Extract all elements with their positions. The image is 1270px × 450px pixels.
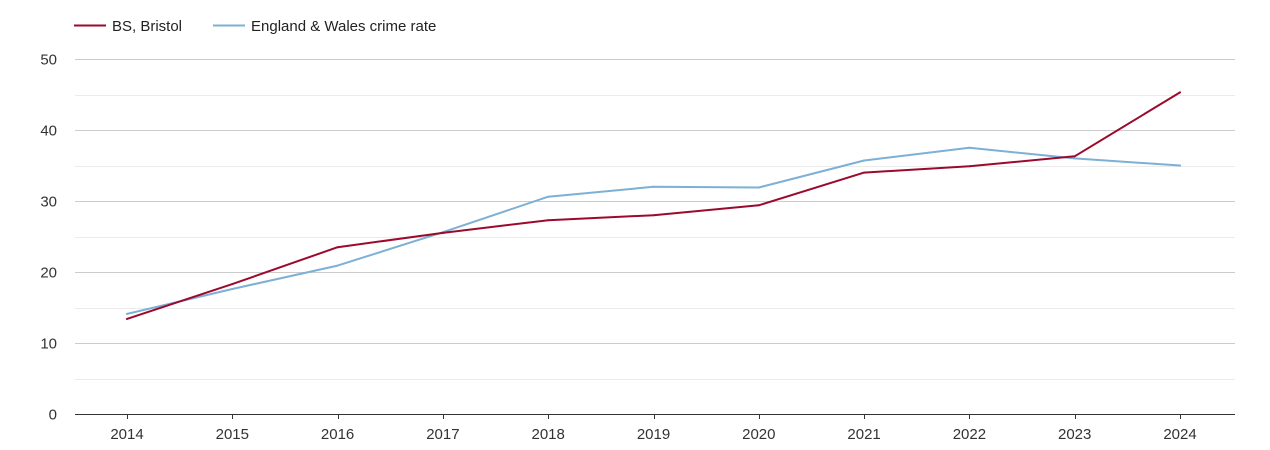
data-point[interactable] bbox=[652, 185, 655, 188]
grid bbox=[75, 59, 1235, 380]
data-point[interactable] bbox=[231, 288, 234, 290]
series-bristol bbox=[126, 91, 1181, 320]
data-point[interactable] bbox=[441, 231, 444, 234]
legend: BS, Bristol England & Wales crime rate bbox=[74, 18, 436, 35]
x-tick-label: 2020 bbox=[742, 426, 775, 443]
y-tick-label: 10 bbox=[40, 336, 57, 353]
legend-label-england-wales: England & Wales crime rate bbox=[251, 18, 436, 35]
data-point[interactable] bbox=[336, 264, 339, 267]
y-tick-label: 20 bbox=[40, 265, 57, 282]
x-tick-label: 2023 bbox=[1058, 426, 1091, 443]
data-point[interactable] bbox=[863, 159, 866, 162]
y-tick-label: 30 bbox=[40, 194, 57, 211]
legend-item-bristol[interactable]: BS, Bristol bbox=[74, 18, 182, 35]
series-england-wales bbox=[126, 146, 1181, 315]
data-point[interactable] bbox=[126, 312, 128, 315]
data-point[interactable] bbox=[336, 246, 339, 249]
data-point[interactable] bbox=[1073, 155, 1076, 158]
x-tick-label: 2018 bbox=[532, 426, 565, 443]
series-line bbox=[126, 91, 1181, 320]
data-point[interactable] bbox=[547, 219, 550, 222]
x-axis: 2014 2015 2016 2017 2018 2019 2020 2021 2022 2023… bbox=[75, 414, 1235, 443]
data-point[interactable] bbox=[968, 165, 971, 168]
x-tick-label: 2024 bbox=[1163, 426, 1196, 443]
y-axis: 0 10 20 30 40 50 bbox=[40, 52, 57, 424]
legend-item-england-wales[interactable]: England & Wales crime rate bbox=[213, 18, 436, 35]
y-tick-label: 0 bbox=[49, 407, 57, 424]
x-tick-label: 2015 bbox=[216, 426, 249, 443]
data-point[interactable] bbox=[968, 146, 971, 149]
series-group bbox=[126, 91, 1181, 320]
x-tick-label: 2014 bbox=[110, 426, 143, 443]
y-tick-label: 40 bbox=[40, 123, 57, 140]
x-tick-label: 2019 bbox=[637, 426, 670, 443]
data-point[interactable] bbox=[757, 186, 760, 189]
data-point[interactable] bbox=[863, 171, 866, 174]
series-line bbox=[126, 146, 1181, 315]
data-point[interactable] bbox=[652, 214, 655, 217]
data-point[interactable] bbox=[1179, 164, 1181, 167]
x-tick-label: 2017 bbox=[426, 426, 459, 443]
data-point[interactable] bbox=[547, 195, 550, 198]
data-point[interactable] bbox=[126, 317, 128, 320]
x-tick-label: 2016 bbox=[321, 426, 354, 443]
data-point[interactable] bbox=[231, 283, 234, 286]
data-point[interactable] bbox=[1073, 157, 1076, 160]
y-tick-label: 50 bbox=[40, 52, 57, 69]
data-point[interactable] bbox=[1179, 91, 1181, 94]
data-point[interactable] bbox=[757, 204, 760, 207]
legend-label-bristol: BS, Bristol bbox=[112, 18, 182, 35]
x-tick-label: 2022 bbox=[953, 426, 986, 443]
x-tick-label: 2021 bbox=[847, 426, 880, 443]
